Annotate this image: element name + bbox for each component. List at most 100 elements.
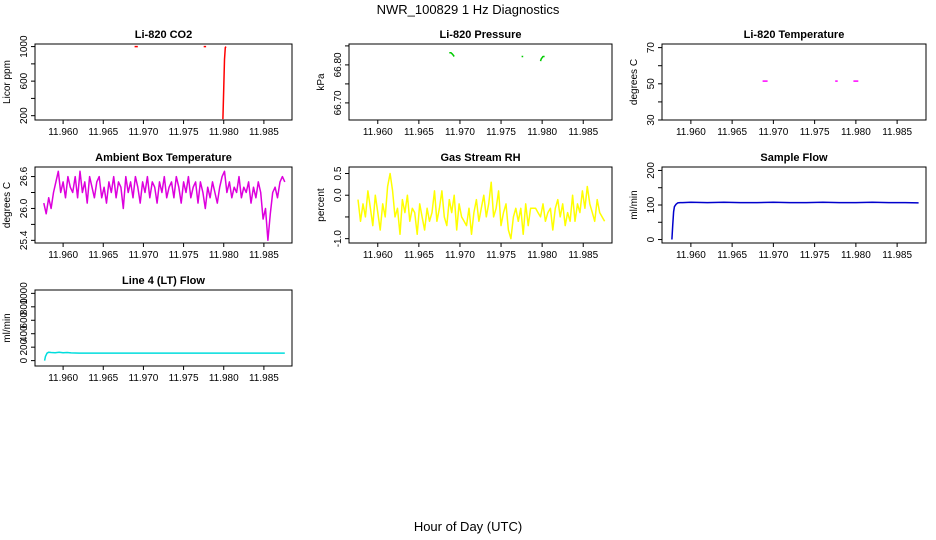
x-tick-label: 11.980 <box>527 250 557 261</box>
x-tick-label: 11.965 <box>717 127 747 138</box>
x-tick-label: 11.980 <box>209 127 239 138</box>
panel-title: Line 4 (LT) Flow <box>122 275 205 287</box>
y-tick-label: 200 <box>646 162 657 179</box>
y-tick-label: 26.6 <box>19 166 30 186</box>
panel-co2: Li-820 CO2 Licor ppm 11.960 11.965 11.970 11.… <box>2 29 293 138</box>
x-tick-label: 11.965 <box>88 373 118 384</box>
plot-frame <box>34 166 293 244</box>
panel-title: Li-820 CO2 <box>135 29 192 41</box>
panel-ambient-box-temp: Ambient Box Temperature degrees C 11.960 11… <box>2 152 293 261</box>
x-tick-label: 11.970 <box>129 127 159 138</box>
panel-pressure: Li-820 Pressure kPa 11.960 11.965 11.970 11.9… <box>316 29 613 138</box>
x-tick-label: 11.960 <box>48 250 78 261</box>
x-tick-label: 11.980 <box>209 250 239 261</box>
x-tick-label: 11.970 <box>758 250 788 261</box>
figure-title: NWR_100829 1 Hz Diagnostics <box>377 2 560 17</box>
x-tick-label: 11.965 <box>717 250 747 261</box>
y-tick-label: 800 <box>19 298 30 315</box>
y-axis-label: degrees C <box>629 59 640 105</box>
y-tick-label: 0 <box>646 236 657 242</box>
x-tick-label: 11.985 <box>882 250 912 261</box>
panel-title: Li-820 Temperature <box>744 29 845 41</box>
y-tick-label: 600 <box>19 72 30 89</box>
y-tick-label: 1000 <box>19 35 30 58</box>
x-tick-label: 11.970 <box>129 373 159 384</box>
x-tick-label: 11.970 <box>129 250 159 261</box>
series-group <box>357 172 606 240</box>
x-tick-label: 11.980 <box>209 373 239 384</box>
panel-title: Li-820 Pressure <box>440 29 522 41</box>
panel-title: Gas Stream RH <box>440 152 520 164</box>
series-line-sample-flow-0 <box>671 201 919 240</box>
y-tick-label: 25.4 <box>19 230 30 250</box>
series-line-ambient-box-temp-0 <box>43 170 286 242</box>
x-tick-label: 11.970 <box>758 127 788 138</box>
x-tick-label: 11.980 <box>841 127 871 138</box>
series-line-gas-stream-rh-0 <box>357 172 606 240</box>
x-tick-label: 11.985 <box>249 250 279 261</box>
y-tick-label: 70 <box>646 42 657 54</box>
x-tick-label: 11.985 <box>882 127 912 138</box>
series-line-line4-flow-0 <box>43 351 285 361</box>
x-tick-label: 11.975 <box>800 250 830 261</box>
series-line-pressure-0 <box>449 51 455 57</box>
panel-gas-stream-rh: Gas Stream RH percent 11.960 11.965 11.970 11… <box>316 152 613 261</box>
series-group <box>134 45 227 120</box>
y-tick-label: 200 <box>19 107 30 124</box>
plot-frame <box>661 43 927 121</box>
y-tick-label: 400 <box>19 325 30 342</box>
x-tick-label: 11.965 <box>404 250 434 261</box>
y-tick-label: 0 <box>19 357 30 363</box>
panel-temperature: Li-820 Temperature degrees C 11.960 11.965 1… <box>629 29 927 138</box>
y-axis-label: percent <box>316 188 327 222</box>
x-tick-label: 11.970 <box>445 250 475 261</box>
x-tick-label: 11.960 <box>676 127 706 138</box>
x-tick-label: 11.980 <box>841 250 871 261</box>
y-tick-label: 66.70 <box>333 90 344 115</box>
x-tick-label: 11.985 <box>568 127 598 138</box>
plot-frame <box>34 43 293 121</box>
x-tick-label: 11.975 <box>169 127 199 138</box>
figure-x-axis-label: Hour of Day (UTC) <box>414 519 522 534</box>
x-tick-label: 11.985 <box>249 127 279 138</box>
x-tick-label: 11.985 <box>568 250 598 261</box>
x-tick-label: 11.970 <box>445 127 475 138</box>
panel-title: Sample Flow <box>760 152 828 164</box>
y-tick-label: 66.80 <box>333 52 344 77</box>
y-axis-label: Licor ppm <box>2 60 13 104</box>
series-line-pressure-2 <box>539 55 545 62</box>
series-line-co2-2 <box>222 46 227 120</box>
x-tick-label: 11.960 <box>676 250 706 261</box>
plot-frame <box>661 166 927 244</box>
x-tick-label: 11.965 <box>88 250 118 261</box>
x-tick-label: 11.975 <box>169 250 199 261</box>
x-tick-label: 11.960 <box>48 373 78 384</box>
y-tick-label: -1.0 <box>333 230 344 248</box>
x-tick-label: 11.975 <box>486 127 516 138</box>
plot-frame <box>34 289 293 367</box>
plot-frame <box>348 166 613 244</box>
x-tick-label: 11.985 <box>249 373 279 384</box>
y-axis-label: ml/min <box>629 190 640 219</box>
panel-line4-flow: Line 4 (LT) Flow ml/min 11.960 11.965 11.970… <box>2 275 293 384</box>
y-tick-label: 30 <box>646 114 657 126</box>
x-tick-label: 11.960 <box>363 250 393 261</box>
x-tick-label: 11.980 <box>527 127 557 138</box>
x-tick-label: 11.960 <box>48 127 78 138</box>
panel-title: Ambient Box Temperature <box>95 152 232 164</box>
x-tick-label: 11.965 <box>88 127 118 138</box>
x-tick-label: 11.975 <box>486 250 516 261</box>
x-tick-label: 11.960 <box>363 127 393 138</box>
y-tick-label: 600 <box>19 311 30 328</box>
y-tick-label: 100 <box>646 196 657 213</box>
y-axis-label: degrees C <box>2 182 13 228</box>
y-tick-label: 200 <box>19 338 30 355</box>
series-group <box>43 170 286 242</box>
y-tick-label: 1000 <box>19 282 30 305</box>
plot-frame <box>348 43 613 121</box>
y-axis-label: ml/min <box>2 313 13 342</box>
y-tick-label: 50 <box>646 78 657 90</box>
y-tick-label: 0.0 <box>333 188 344 202</box>
panel-sample-flow: Sample Flow ml/min 11.960 11.965 11.970 11.97… <box>629 152 927 261</box>
